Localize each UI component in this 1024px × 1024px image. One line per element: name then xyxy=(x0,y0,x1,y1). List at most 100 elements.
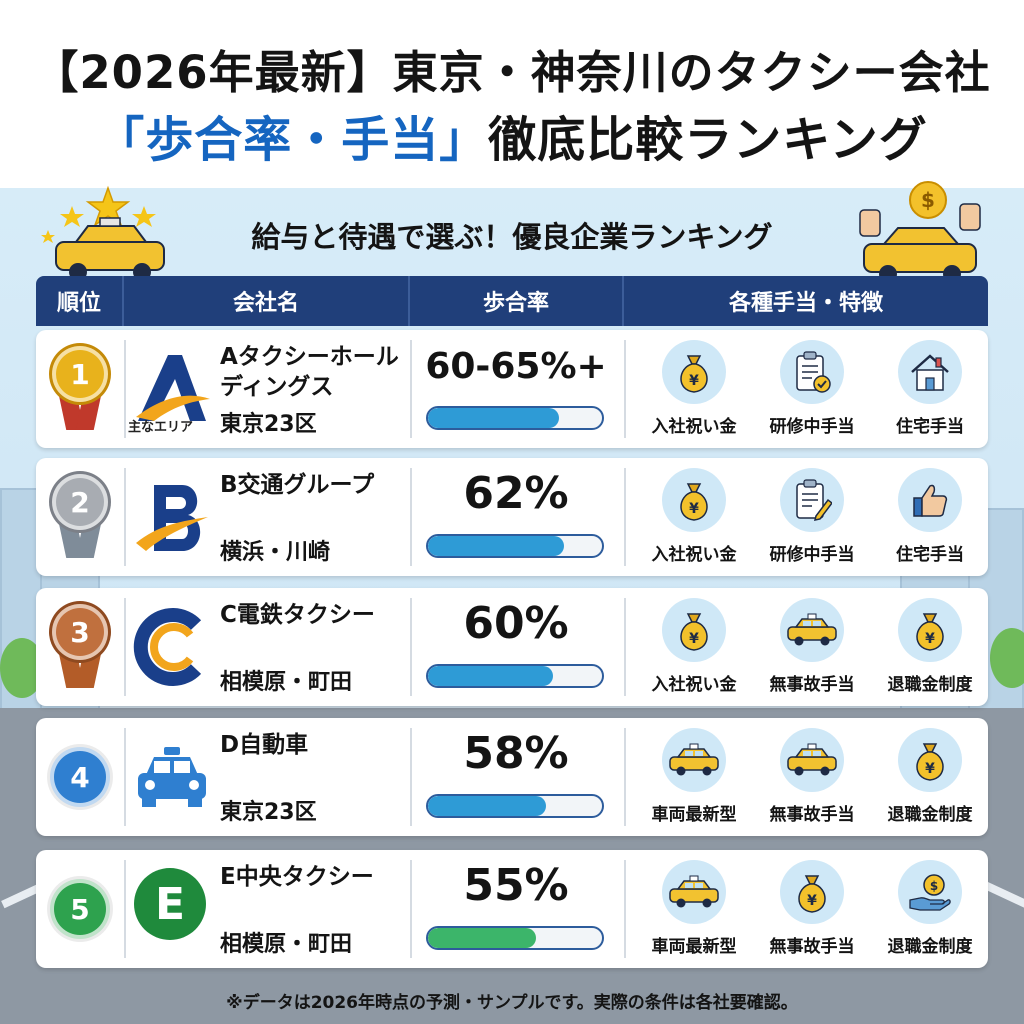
company-name: E中央タクシー xyxy=(220,864,374,890)
svg-text:¥: ¥ xyxy=(689,501,699,517)
feature-item: 無事故手当 xyxy=(754,728,870,828)
feature-item: ¥ 退職金制度 xyxy=(872,598,988,698)
rank-number: 3 xyxy=(52,604,108,660)
company-area: 相模原・町田 xyxy=(220,932,353,957)
header-company: 会社名 xyxy=(124,276,410,326)
feature-item: $ 退職金制度 xyxy=(872,860,988,960)
commission-rate-bar-fill xyxy=(428,666,554,686)
title-area: 【2026年最新】東京・神奈川のタクシー会社 「歩合率・手当」徹底比較ランキング xyxy=(0,0,1024,190)
money-bag-icon: ¥ xyxy=(662,340,726,404)
feature-label: 住宅手当 xyxy=(896,545,964,565)
company-name: Aタクシーホールディングス xyxy=(220,344,399,400)
feature-label: 車両最新型 xyxy=(651,805,737,825)
feature-label: 無事故手当 xyxy=(769,675,855,695)
hand-coin-icon: $ xyxy=(898,860,962,924)
feature-item: 研修中手当 xyxy=(754,340,870,440)
commission-rate-bar xyxy=(426,406,604,430)
commission-rate: 60% xyxy=(463,598,569,649)
feature-item: ¥ 無事故手当 xyxy=(754,860,870,960)
svg-text:¥: ¥ xyxy=(689,631,699,647)
svg-text:¥: ¥ xyxy=(925,631,935,647)
table-row: 2 B交通グループ 横浜・川崎 62% ¥ 入社祝い金 研修中手当 住宅手当 xyxy=(36,458,988,576)
commission-rate-bar xyxy=(426,926,604,950)
company-area: 東京23区 xyxy=(220,800,317,825)
feature-label: 退職金制度 xyxy=(887,805,973,825)
table-row: 1 主なエリア Aタクシーホールディングス東京23区 60-65%+ ¥ 入社祝い金 研修中… xyxy=(36,330,988,448)
page-title-line2: 「歩合率・手当」徹底比較ランキング xyxy=(0,100,1024,170)
commission-rate-bar-fill xyxy=(428,408,559,428)
rank-badge: 5 xyxy=(50,879,110,939)
money-bag-icon: ¥ xyxy=(780,860,844,924)
rank-medal-gold-icon: 1 xyxy=(50,346,110,432)
feature-label: 住宅手当 xyxy=(896,417,964,437)
svg-text:¥: ¥ xyxy=(807,893,817,909)
rank-number: 2 xyxy=(52,474,108,530)
taxi-icon xyxy=(662,860,726,924)
company-name: D自動車 xyxy=(220,732,309,758)
company-name: B交通グループ xyxy=(220,472,375,498)
money-bag-icon: ¥ xyxy=(898,598,962,662)
feature-item: ¥ 退職金制度 xyxy=(872,728,988,828)
feature-label: 研修中手当 xyxy=(769,417,855,437)
feature-label: 車両最新型 xyxy=(651,937,737,957)
feature-label: 退職金制度 xyxy=(887,675,973,695)
commission-rate: 60-65%+ xyxy=(425,346,607,387)
commission-rate-bar xyxy=(426,534,604,558)
feature-item: 車両最新型 xyxy=(636,728,752,828)
taxi-stars-decoration xyxy=(41,185,165,281)
company-a-logo xyxy=(136,355,210,421)
company-b-logo xyxy=(136,485,208,551)
page-title: 【2026年最新】東京・神奈川のタクシー会社 xyxy=(33,46,991,99)
taxi-icon xyxy=(780,598,844,662)
taxi-icon xyxy=(780,728,844,792)
commission-rate: 55% xyxy=(463,860,569,911)
table-row: 5 E E中央タクシー 相模原・町田 55% 車両最新型 ¥ 無事故手当 $ 退職金制度 xyxy=(36,850,988,968)
commission-rate-bar-fill xyxy=(428,928,536,948)
svg-text:¥: ¥ xyxy=(925,761,935,777)
table-row: 4 D自動車東京23区 58% 車両最新型 無事故手当 ¥ 退職金制度 xyxy=(36,718,988,836)
company-e-logo: E xyxy=(132,864,212,954)
feature-label: 入社祝い金 xyxy=(651,545,737,565)
money-bag-icon: ¥ xyxy=(898,728,962,792)
rank-medal-silver-icon: 2 xyxy=(50,474,110,560)
taxi-thumbs-decoration: $ xyxy=(859,181,981,283)
clipboard-pencil-icon xyxy=(780,468,844,532)
thumbs-up-icon xyxy=(898,468,962,532)
rank-badge: 4 xyxy=(50,747,110,807)
company-e-letter: E xyxy=(154,878,186,930)
header-features: 各種手当・特徴 xyxy=(728,291,883,316)
money-bag-icon: ¥ xyxy=(662,598,726,662)
company-name: C電鉄タクシー xyxy=(220,602,375,628)
title-rest: 徹底比較ランキング xyxy=(488,112,928,168)
feature-item: ¥ 入社祝い金 xyxy=(636,468,752,568)
header-rank: 順位 xyxy=(36,276,124,326)
svg-text:$: $ xyxy=(921,188,935,212)
feature-label: 無事故手当 xyxy=(769,937,855,957)
area-caption: 主なエリア xyxy=(128,420,194,435)
commission-rate: 58% xyxy=(463,728,569,779)
subtitle: 給与と待遇で選ぶ！優良企業ランキング xyxy=(251,220,773,254)
header-rate: 歩合率 xyxy=(410,276,624,326)
feature-item: 住宅手当 xyxy=(872,340,988,440)
money-bag-icon: ¥ xyxy=(662,468,726,532)
feature-item: ¥ 入社祝い金 xyxy=(636,598,752,698)
title-highlight: 「歩合率・手当」 xyxy=(96,112,489,168)
company-d-logo-taxi-icon xyxy=(138,747,206,807)
feature-item: 研修中手当 xyxy=(754,468,870,568)
table-header: 順位 会社名 歩合率 各種手当・特徴 xyxy=(36,276,988,326)
house-icon xyxy=(898,340,962,404)
feature-label: 無事故手当 xyxy=(769,805,855,825)
svg-text:$: $ xyxy=(930,879,938,893)
feature-label: 入社祝い金 xyxy=(651,417,737,437)
commission-rate-bar xyxy=(426,664,604,688)
commission-rate-bar-fill xyxy=(428,796,547,816)
rank-medal-bronze-icon: 3 xyxy=(50,604,110,690)
commission-rate: 62% xyxy=(463,468,569,519)
rank-number: 1 xyxy=(52,346,108,402)
table-row: 3 C電鉄タクシー 相模原・町田 60% ¥ 入社祝い金 無事故手当 ¥ 退職金制度 xyxy=(36,588,988,706)
company-c-logo xyxy=(133,608,202,686)
clipboard-check-icon xyxy=(780,340,844,404)
feature-item: 住宅手当 xyxy=(872,468,988,568)
svg-text:¥: ¥ xyxy=(689,373,699,389)
company-area: 東京23区 xyxy=(220,412,317,437)
